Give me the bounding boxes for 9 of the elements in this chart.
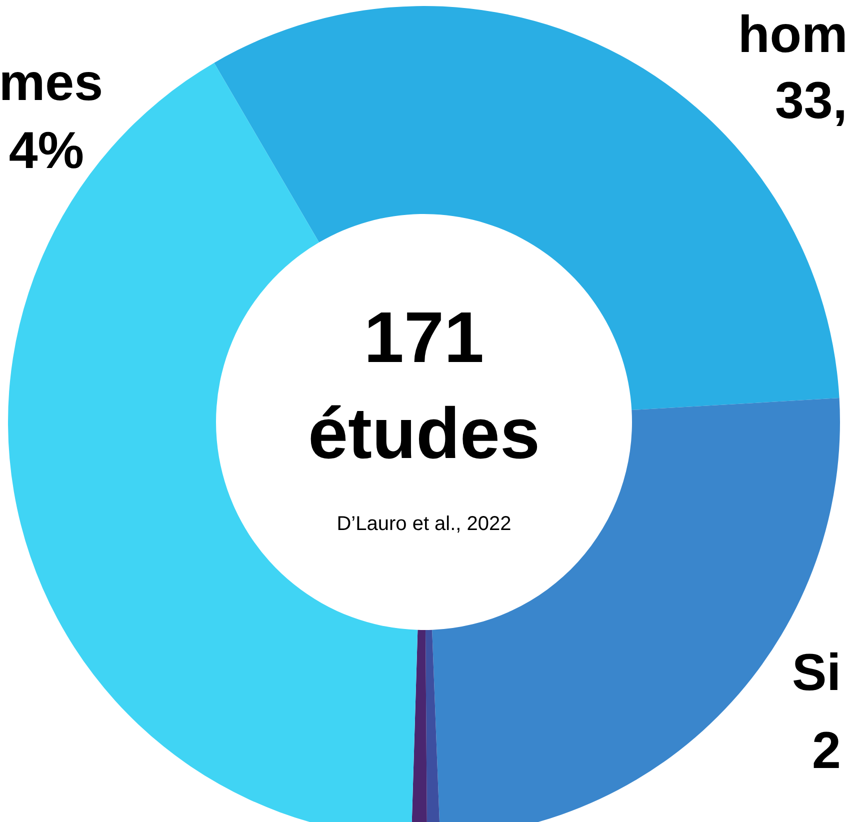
text: 171 [364,298,484,378]
slice-label: mes [0,54,103,112]
text: D’Lauro et al., 2022 [336,513,512,535]
text: 4% [8,122,84,180]
text: 2 [812,722,841,780]
text: 33, [775,72,848,130]
text: études [308,394,540,474]
slice-label: Si [792,644,842,702]
slice-label: hom [738,6,848,64]
